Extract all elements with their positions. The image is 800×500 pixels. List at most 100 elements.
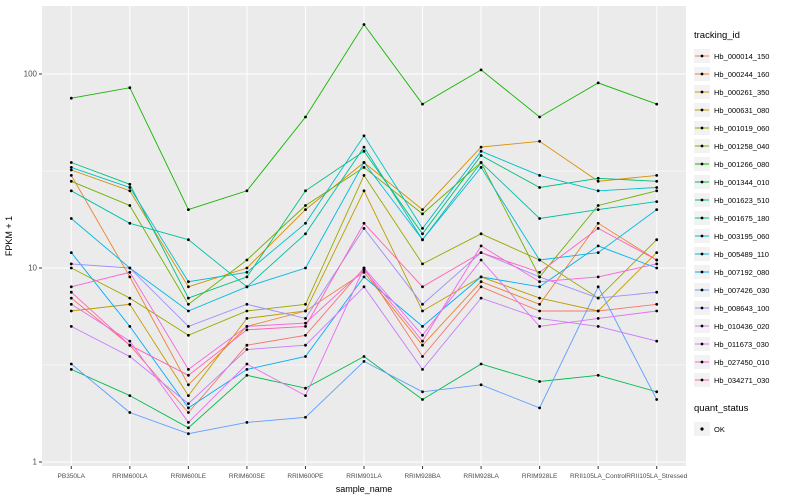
data-point xyxy=(304,204,307,207)
x-tick-label: RRIM600SE xyxy=(229,473,266,480)
x-tick-label: RRIM600LA xyxy=(112,473,148,480)
data-point xyxy=(421,302,424,306)
data-point xyxy=(655,238,659,242)
data-point xyxy=(538,174,541,177)
data-point xyxy=(655,339,659,343)
series-key-icon xyxy=(694,265,710,279)
x-tick-label: RRII105LA_Control xyxy=(570,473,627,480)
legend-label: Hb_010436_020 xyxy=(714,321,770,331)
data-point xyxy=(128,86,132,90)
legend-item: Hb_003195_060 xyxy=(694,227,800,245)
data-point xyxy=(421,232,424,236)
data-point xyxy=(421,227,424,230)
legend-item: Hb_001623_510 xyxy=(694,191,800,209)
data-point xyxy=(69,161,73,164)
data-point xyxy=(421,343,424,347)
data-point xyxy=(655,258,659,262)
legend-label: Hb_011673_030 xyxy=(714,339,769,349)
legend-item: Hb_001266_080 xyxy=(694,155,800,173)
legend-item: Hb_008643_100 xyxy=(694,299,800,317)
data-point xyxy=(538,186,541,189)
data-point xyxy=(69,368,73,371)
data-point xyxy=(538,285,541,289)
data-point xyxy=(69,302,73,306)
data-point xyxy=(421,339,424,343)
data-point xyxy=(596,81,600,85)
legend-item: Hb_007426_030 xyxy=(694,281,800,299)
data-point xyxy=(187,325,190,328)
legend-item: Hb_000261_350 xyxy=(694,83,800,101)
data-point xyxy=(128,189,132,193)
plot-svg: 1 10 100 PB350LA RRIM600LA RRIM600LE RRIM600SE… xyxy=(4,6,688,494)
data-point xyxy=(655,309,659,313)
data-point xyxy=(479,232,483,236)
data-point xyxy=(538,380,541,383)
data-point xyxy=(479,166,483,169)
data-point xyxy=(655,302,659,306)
x-tick-label: RRII105LA_Stressed xyxy=(626,473,687,480)
data-point xyxy=(421,368,424,371)
legend: tracking_id Hb_000014_150 Hb_000244_160 Hb… xyxy=(692,0,800,500)
data-point xyxy=(655,398,659,401)
data-point xyxy=(304,309,307,313)
data-point xyxy=(69,168,73,172)
data-point xyxy=(304,232,307,236)
data-point xyxy=(596,221,600,225)
data-point xyxy=(69,285,73,289)
data-point xyxy=(128,186,132,189)
data-point xyxy=(421,262,424,266)
series-key-icon xyxy=(694,121,710,135)
data-point xyxy=(69,325,73,328)
data-point xyxy=(69,217,73,220)
data-point xyxy=(538,406,541,410)
data-point xyxy=(362,221,366,225)
data-point xyxy=(596,285,600,289)
legend-label: Hb_007426_030 xyxy=(714,285,770,295)
series-key-icon xyxy=(694,85,710,99)
legend-item: Hb_007192_080 xyxy=(694,263,800,281)
data-point xyxy=(187,280,190,284)
data-point xyxy=(69,189,73,193)
data-point xyxy=(538,275,541,279)
data-point xyxy=(479,68,483,72)
series-key-icon xyxy=(694,175,710,189)
data-point xyxy=(187,426,190,430)
data-point xyxy=(362,134,366,138)
legend-label: Hb_000014_150 xyxy=(714,51,770,61)
data-point xyxy=(245,373,249,377)
legend-label: Hb_001019_060 xyxy=(714,123,770,133)
data-point xyxy=(245,266,249,270)
data-point xyxy=(128,339,132,343)
ok-point-icon xyxy=(694,422,710,436)
series-key-icon xyxy=(694,337,710,351)
legend-title-quant-status: quant_status xyxy=(694,403,749,414)
data-point xyxy=(245,270,249,274)
data-point xyxy=(245,343,249,347)
legend-item: Hb_010436_020 xyxy=(694,317,800,335)
data-point xyxy=(655,179,659,183)
data-point xyxy=(596,179,600,183)
x-tick-label: RRIM928LE xyxy=(522,473,558,480)
data-point xyxy=(245,421,249,424)
data-point xyxy=(187,238,190,242)
data-point xyxy=(187,394,190,397)
series-key-icon xyxy=(694,103,710,117)
data-point xyxy=(655,200,659,204)
data-point xyxy=(479,383,483,387)
legend-entries-tracking: Hb_000014_150 Hb_000244_160 Hb_000261_350 H… xyxy=(692,47,800,389)
data-point xyxy=(245,189,249,193)
data-point xyxy=(304,208,307,212)
y-tick-label: 100 xyxy=(24,70,38,79)
data-point xyxy=(479,258,483,262)
legend-label: Hb_000244_160 xyxy=(714,69,770,79)
data-point xyxy=(69,362,73,366)
data-point xyxy=(421,309,424,313)
legend-label: Hb_001266_080 xyxy=(714,159,770,169)
data-point xyxy=(69,296,73,300)
legend-label: Hb_001258_040 xyxy=(714,141,770,151)
legend-label: Hb_008643_100 xyxy=(714,303,770,313)
data-point xyxy=(245,258,249,262)
data-point xyxy=(362,275,366,279)
data-point xyxy=(655,102,659,106)
series-key-icon xyxy=(694,373,710,387)
